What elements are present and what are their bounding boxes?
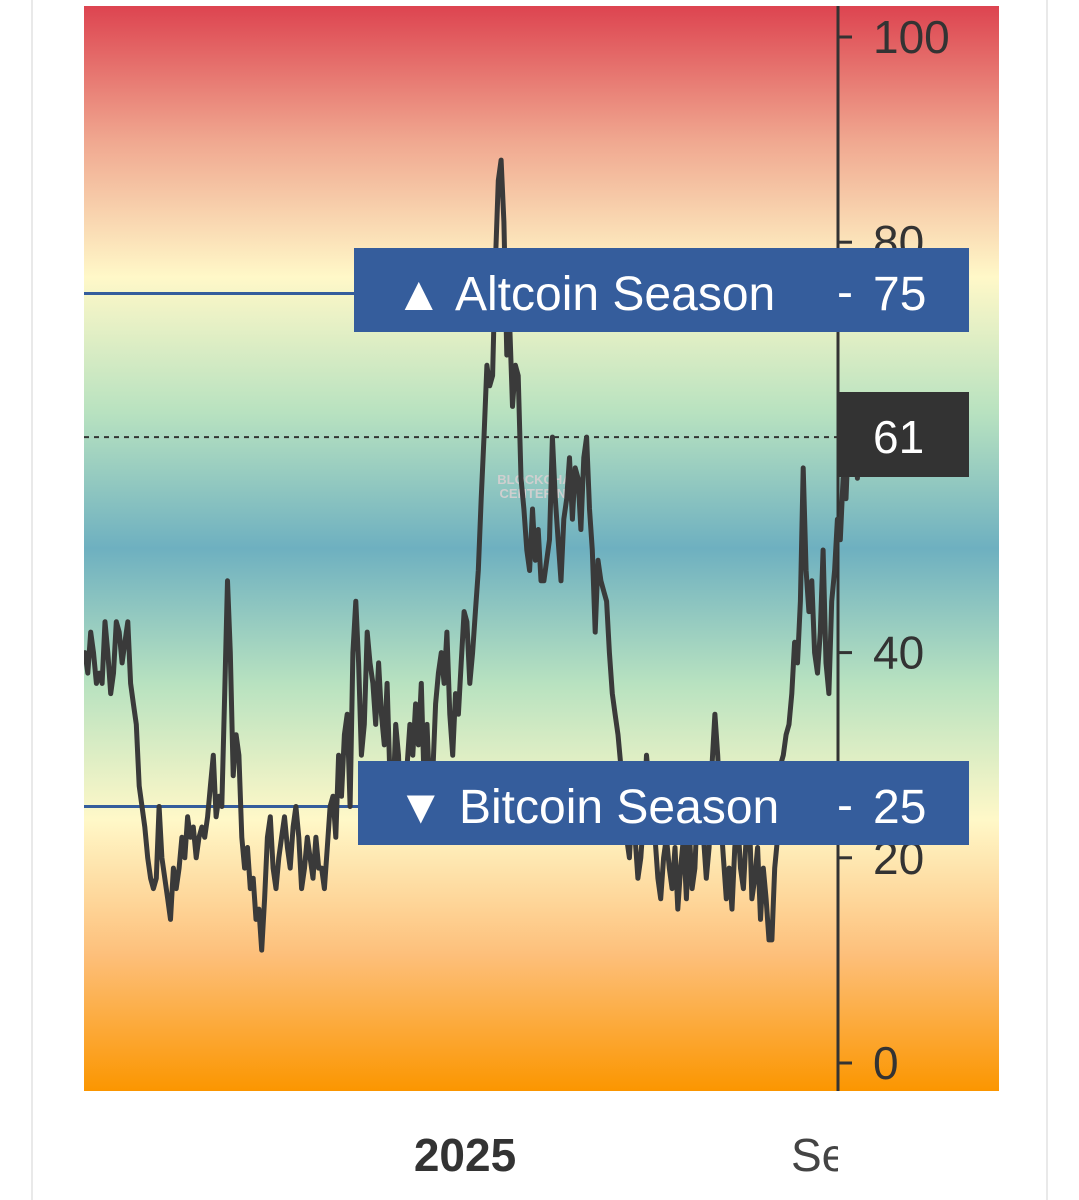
bitcoin-season-badge-bg [358, 761, 969, 845]
triangle-down-icon: ▼ [397, 781, 445, 834]
left-frame-line [31, 0, 33, 1200]
right-frame-line [1046, 0, 1048, 1200]
bitcoin-season-value: 25 [873, 781, 926, 834]
bitcoin-season-badge: ▼ Bitcoin Season - 25 [358, 761, 969, 845]
y-tick-label: 100 [873, 11, 950, 63]
series-line [84, 157, 863, 953]
altcoin-season-value: 75 [873, 268, 926, 321]
altcoin-season-badge-bg [354, 248, 969, 332]
y-tick-label: 0 [873, 1037, 899, 1089]
altcoin-season-badge: ▲ Altcoin Season - 75 [354, 248, 969, 332]
triangle-up-icon: ▲ [395, 268, 443, 321]
current-value-badge: 61 [838, 392, 969, 477]
x-axis: 2025 Se [414, 1095, 1038, 1195]
y-tick-label: 40 [873, 627, 924, 679]
x-axis-label-mask [838, 1095, 1038, 1195]
altcoin-season-separator: - [837, 266, 853, 319]
x-tick-label-2025: 2025 [414, 1129, 516, 1181]
x-tick-label-sep: Se [791, 1129, 847, 1181]
altcoin-season-label: Altcoin Season [455, 268, 775, 321]
current-value-badge-bg [838, 392, 969, 477]
bitcoin-season-label: Bitcoin Season [459, 781, 779, 834]
current-value-label: 61 [873, 411, 924, 463]
bitcoin-season-separator: - [837, 779, 853, 832]
